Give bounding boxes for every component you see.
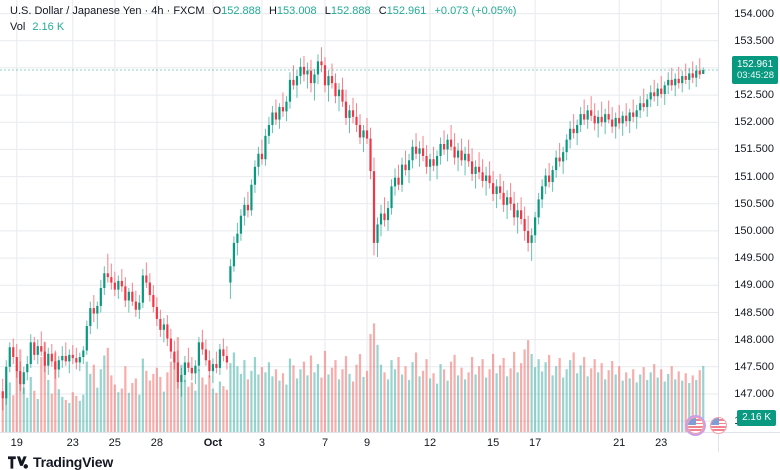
price-tick-label: 151.000 <box>734 170 774 183</box>
flag-stripe <box>688 426 703 428</box>
bar-countdown: 03:45:28 <box>737 70 774 81</box>
time-axis[interactable]: 19232528Oct379121517212326 <box>0 432 730 452</box>
flag-stripe <box>688 429 703 432</box>
time-tick-label: 3 <box>258 437 265 449</box>
price-tick-label: 152.500 <box>734 89 774 102</box>
time-tick-label: 17 <box>528 437 542 449</box>
us-flag-event-1[interactable] <box>687 417 704 434</box>
chart-gridlines <box>0 0 718 432</box>
flag-canton <box>711 418 719 425</box>
current-price-line <box>0 69 718 71</box>
price-tick-label: 149.000 <box>734 279 774 292</box>
chart-plot-area[interactable] <box>0 0 718 432</box>
time-tick-label: 28 <box>150 437 164 449</box>
volume-badge[interactable]: 2.16 K <box>737 410 776 426</box>
price-tick-label: 147.500 <box>734 360 774 373</box>
price-tick-label: 151.500 <box>734 143 774 156</box>
us-flag-event-2[interactable] <box>710 417 727 434</box>
price-tick-label: 150.000 <box>734 224 774 237</box>
time-tick-label: 23 <box>655 437 668 449</box>
axis-corner <box>718 432 780 452</box>
candlestick-series <box>1 47 705 432</box>
time-tick-label: 15 <box>486 437 500 449</box>
flag-stripe <box>711 432 726 433</box>
price-tick-label: 153.500 <box>734 34 774 47</box>
price-tick-label: 149.500 <box>734 252 774 265</box>
time-tick-label: 23 <box>66 437 79 449</box>
chart-footer: TradingView <box>0 452 780 470</box>
flag-canton <box>688 418 696 425</box>
price-tick-label: 148.500 <box>734 306 774 319</box>
price-tick-label: 150.500 <box>734 197 774 210</box>
tradingview-logo[interactable]: TradingView <box>8 454 113 470</box>
flag-stripe <box>688 432 703 433</box>
time-tick-label: 25 <box>108 437 121 449</box>
time-tick-label: 12 <box>423 437 437 449</box>
current-price-value: 152.961 <box>737 59 774 70</box>
tradingview-mark-icon <box>8 455 28 469</box>
tradingview-wordmark: TradingView <box>33 454 114 470</box>
price-tick-label: 148.000 <box>734 333 774 346</box>
flag-stripe <box>711 426 726 428</box>
price-tick-label: 152.000 <box>734 116 774 129</box>
time-tick-label: Oct <box>203 437 223 449</box>
flag-stripe <box>711 429 726 432</box>
current-price-badge[interactable]: 152.961 03:45:28 <box>732 56 778 84</box>
price-tick-label: 154.000 <box>734 7 774 20</box>
time-tick-label: 21 <box>613 437 626 449</box>
price-tick-label: 147.000 <box>734 388 774 400</box>
time-tick-label: 19 <box>10 437 23 449</box>
price-axis[interactable]: 154.000153.500153.000152.500152.000151.5… <box>718 0 780 432</box>
time-tick-label: 9 <box>363 437 371 449</box>
time-tick-label: 7 <box>321 437 329 449</box>
